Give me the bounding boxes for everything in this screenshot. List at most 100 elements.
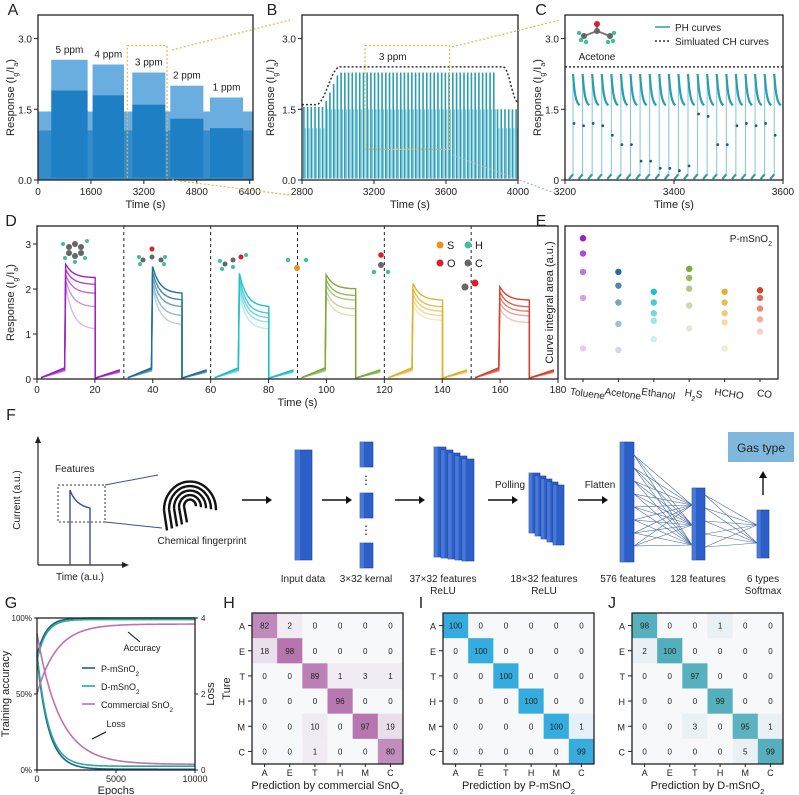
baseline-seg (702, 173, 708, 180)
y-axis-label: Response (Ig/Ia) (265, 59, 280, 136)
nn-connection (633, 493, 693, 546)
matrix-cell (377, 663, 403, 689)
scatter-point (686, 265, 693, 273)
carbon-atom (149, 254, 155, 260)
legend-ch-label: Simluated CH curves (675, 37, 769, 48)
arrow-head (512, 496, 518, 504)
ph-curve (600, 73, 610, 107)
response-curve (40, 261, 121, 380)
matrix-cell (732, 738, 758, 764)
matrix-value: 0 (554, 672, 559, 681)
x-tick-label: 0 (35, 187, 41, 198)
baseline-seg (577, 173, 584, 180)
scatter-point (721, 299, 728, 306)
matrix-value: 80 (386, 747, 395, 756)
row-label: T (431, 672, 437, 682)
baseline-seg (635, 173, 641, 180)
matrix-cell (468, 638, 494, 664)
scatter-point (601, 124, 605, 128)
nn-connection (633, 519, 693, 526)
callout-line (104, 474, 159, 486)
row-label: M (618, 722, 626, 732)
scatter-point (579, 294, 587, 302)
scatter-point (579, 235, 587, 242)
response-curve (214, 273, 294, 380)
matrix-value: 1 (718, 622, 723, 631)
nn-connection (633, 504, 693, 547)
nn-connection (633, 504, 693, 521)
matrix-value: 0 (313, 697, 318, 706)
ph-curve (629, 73, 638, 107)
matrix-value: 0 (718, 722, 723, 731)
matrix-value: 1 (388, 672, 393, 681)
flatten-block-highlight (620, 442, 625, 562)
scatter-point (620, 143, 624, 147)
hydrogen-atom (231, 265, 235, 269)
scatter-point (650, 299, 657, 306)
matrix-value: 0 (313, 622, 318, 631)
response-curve (388, 302, 468, 379)
x-axis-label: Time (s) (278, 397, 318, 409)
nn-connection (633, 506, 693, 526)
matrix-cell (277, 638, 303, 664)
response-curve (301, 277, 381, 380)
matrix-value: 0 (718, 647, 723, 656)
y-axis-label: Response (Ig/Ia) (5, 59, 20, 136)
matrix-value: 0 (718, 672, 723, 681)
matrix-value: 18 (260, 647, 269, 656)
matrix-value: 0 (529, 747, 534, 756)
feature-map-block-highlight (441, 450, 445, 558)
scatter-point (650, 317, 657, 325)
nn-connection (633, 524, 693, 534)
fingerprint-icon (162, 480, 218, 531)
carbon-atom (66, 250, 72, 256)
scatter-point (579, 250, 587, 257)
legend-label: D-mSnO2 (101, 682, 140, 696)
response-curve (301, 290, 381, 380)
hcho-molecule (371, 252, 391, 275)
matrix-x-label: Prediction by commercial SnO2 (251, 780, 403, 795)
x-tick-label: 4800 (186, 187, 209, 198)
scatter-point (639, 159, 643, 163)
matrix-value: 100 (474, 647, 488, 656)
scatter-point (615, 299, 622, 306)
toluene-molecule (61, 239, 89, 264)
baseline-seg (606, 173, 613, 180)
matrix-value: 97 (690, 672, 699, 681)
nn-connection (633, 524, 693, 547)
ph-curve (686, 73, 696, 107)
response-curve (388, 297, 468, 380)
matrix-value: 0 (579, 647, 584, 656)
response-curve (474, 284, 555, 380)
matrix-value: 0 (262, 722, 267, 731)
nn-connection (704, 533, 758, 544)
ph-curve (571, 73, 581, 107)
matrix-cell (352, 663, 378, 689)
scatter-point (735, 124, 739, 128)
matrix-value: 0 (262, 672, 267, 681)
nn-connection (633, 504, 693, 508)
pooled-map-block-highlight (535, 476, 539, 536)
row-label: A (239, 622, 245, 632)
matrix-value: 1 (768, 722, 773, 731)
matrix-value: 100 (524, 697, 538, 706)
col-label: H (717, 768, 724, 778)
col-label: T (312, 768, 318, 778)
response-curve (127, 271, 207, 380)
features-box (57, 484, 106, 523)
nn-connection (704, 520, 758, 544)
scatter-point (668, 166, 672, 170)
hydrogen-atom (605, 39, 611, 45)
x-tick-label: H2S (684, 388, 704, 404)
x-tick-label: 6400 (239, 187, 262, 198)
scatter-point (650, 310, 657, 317)
matrix-value: 0 (529, 672, 534, 681)
features-label: Features (55, 464, 94, 475)
scatter-point (773, 133, 777, 137)
ellipsis-icon: ⋮ (360, 523, 372, 537)
matrix-value: 0 (642, 697, 647, 706)
x-tick-label: 4000 (507, 187, 530, 198)
matrix-y-label: Ture (221, 677, 233, 699)
oxygen-atom (378, 252, 384, 258)
carbon-atom (72, 253, 78, 259)
